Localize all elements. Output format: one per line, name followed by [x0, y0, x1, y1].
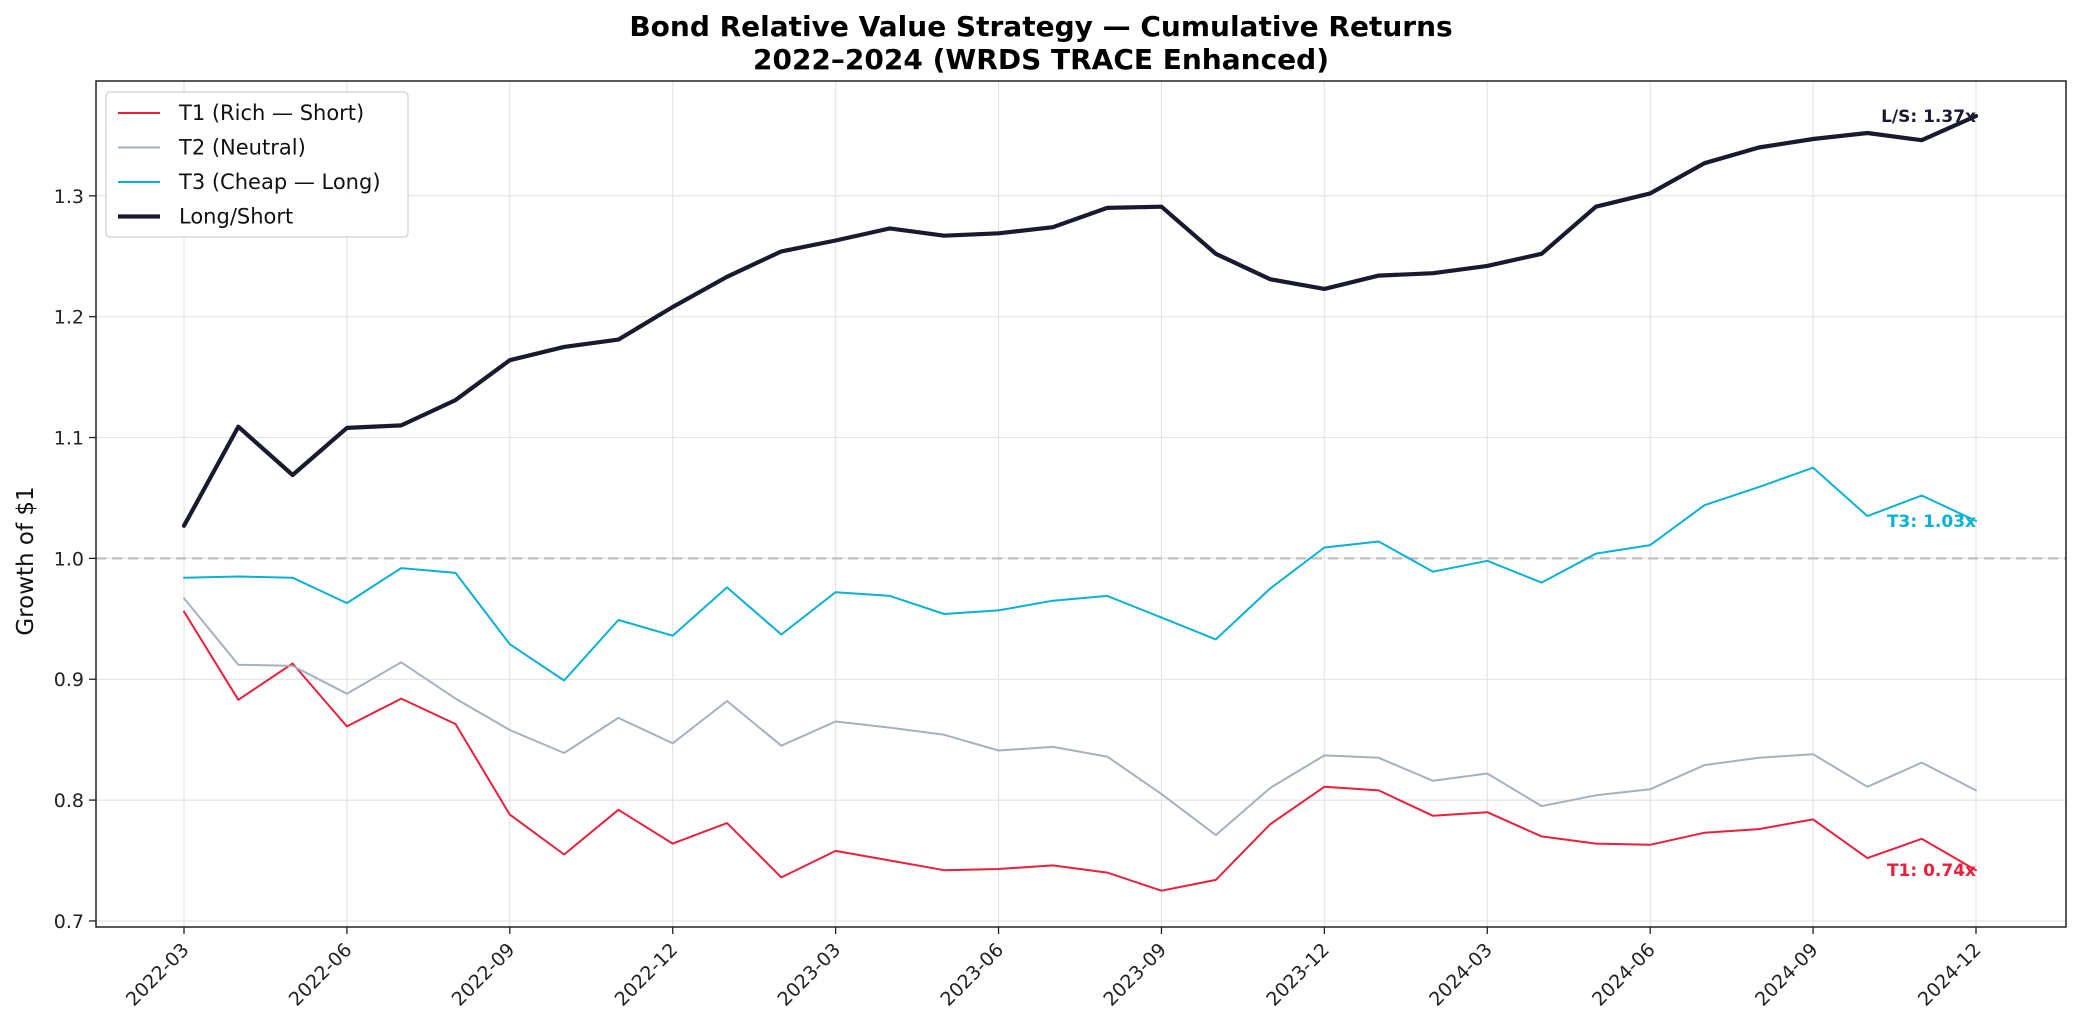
plot-frame [95, 80, 2067, 928]
y-tick-label: 1.2 [54, 307, 84, 329]
x-tick-label: 2024-09 [1751, 939, 1823, 1011]
x-tick-label: 2023-12 [1262, 939, 1334, 1011]
chart-title: Bond Relative Value Strategy — Cumulativ… [629, 10, 1452, 43]
x-tick-label: 2022-09 [448, 939, 520, 1011]
y-tick-label: 0.7 [54, 911, 84, 933]
x-tick-label: 2022-06 [285, 939, 357, 1011]
y-tick-label: 0.9 [54, 669, 84, 691]
x-tick-label: 2023-03 [773, 939, 845, 1011]
x-tick-label: 2022-03 [122, 939, 194, 1011]
legend-entry: T3 (Cheap — Long) [178, 170, 381, 194]
end-labels: T1: 0.74x T3: 1.03x L/S: 1.37x [1881, 107, 1976, 881]
series-end-label: L/S: 1.37x [1881, 107, 1976, 127]
y-tick-label: 1.1 [54, 428, 84, 450]
legend-entry: T2 (Neutral) [178, 136, 306, 160]
grid [96, 81, 2066, 927]
series-line-4 [181, 113, 1979, 528]
series-line-3 [183, 466, 1977, 682]
y-tick-label: 0.8 [54, 790, 84, 812]
x-tick-label: 2024-12 [1914, 939, 1986, 1011]
legend-entry: Long/Short [179, 205, 293, 229]
y-tick-label: 1.0 [54, 548, 84, 570]
series-line-1 [183, 610, 1977, 892]
series-layer [181, 113, 1979, 892]
x-tick-label: 2024-03 [1425, 939, 1497, 1011]
x-tick-label: 2022-12 [611, 939, 683, 1011]
chart-subtitle: 2022–2024 (WRDS TRACE Enhanced) [753, 43, 1329, 76]
series-line-2 [183, 597, 1977, 837]
x-tick-label: 2023-06 [936, 939, 1008, 1011]
legend-entry: T1 (Rich — Short) [178, 101, 364, 125]
series-end-label: T3: 1.03x [1887, 512, 1976, 532]
y-tick-label: 1.3 [54, 186, 84, 208]
legend: T1 (Rich — Short) T2 (Neutral) T3 (Cheap —… [105, 91, 409, 238]
series-end-label: T1: 0.74x [1887, 861, 1976, 881]
y-axis-label: Growth of $1 [13, 486, 39, 635]
x-tick-label: 2023-09 [1099, 939, 1171, 1011]
legend-box [105, 91, 409, 238]
x-tick-label: 2024-06 [1588, 939, 1660, 1011]
